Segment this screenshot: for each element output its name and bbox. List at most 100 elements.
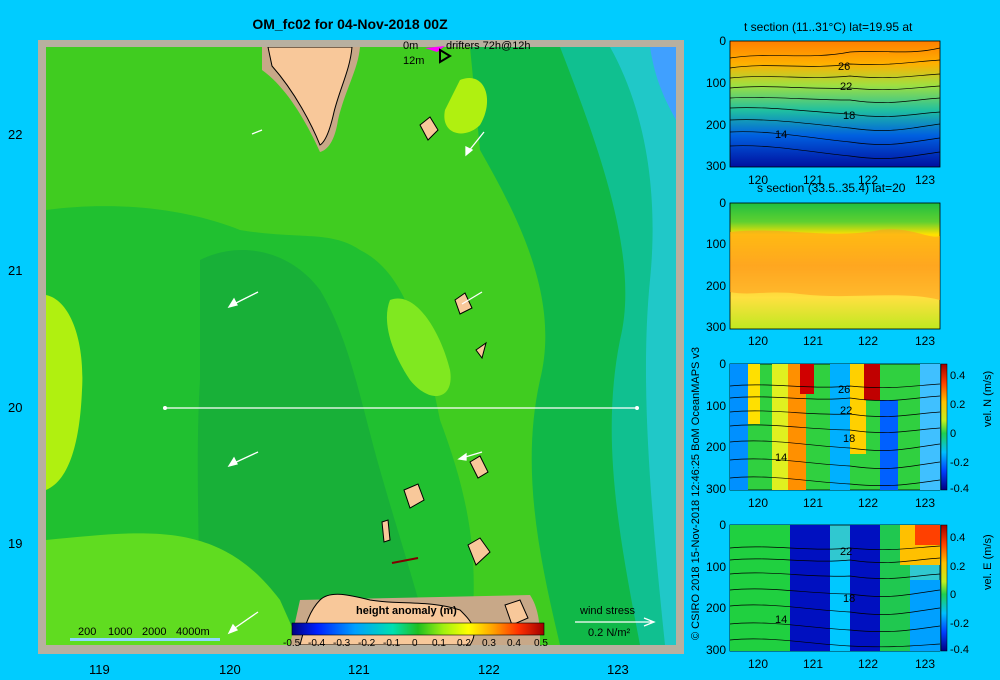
cbar-tick: -0.4	[308, 638, 326, 649]
p3-xtick: 120	[748, 496, 769, 510]
p1-xtick: 121	[803, 173, 824, 187]
panel-title-temperature: t section (11..31°C) lat=19.95 at	[744, 20, 913, 34]
lat-tick-21: 21	[8, 263, 23, 278]
section-line-start	[163, 406, 167, 410]
wind-stress-arrow	[575, 617, 656, 627]
salinity-core	[730, 229, 940, 300]
contour-label: 18	[843, 433, 856, 445]
height-anomaly-band-edge	[610, 47, 676, 645]
island	[475, 341, 487, 360]
lon-tick-121: 121	[348, 662, 370, 677]
height-anomaly-high-center	[386, 298, 451, 397]
cbar-tick: -0.2	[950, 618, 969, 630]
lon-tick-122: 122	[478, 662, 500, 677]
p4-ytick: 100	[705, 560, 726, 574]
cbar-tick: 0.3	[482, 638, 496, 649]
height-anomaly-high-west	[46, 295, 83, 490]
velocity-north-colorbar	[940, 363, 948, 491]
panel-title-salinity: s section (33.5..35.4) lat=20	[757, 181, 906, 195]
cbar-tick: -0.3	[333, 638, 351, 649]
p2-xtick: 120	[748, 334, 769, 348]
contour-label: 22	[840, 81, 853, 93]
depth-scale-4000: 4000m	[176, 626, 210, 638]
height-anomaly-band-far-east	[560, 47, 676, 645]
wind-stress-value: 0.2 N/m²	[588, 627, 631, 639]
lat-tick-22: 22	[8, 127, 23, 142]
lon-tick-119: 119	[89, 662, 110, 677]
contour-label: 26	[838, 384, 851, 396]
height-anomaly-band-blue	[650, 47, 676, 120]
cbar-tick: 0.2	[950, 399, 966, 411]
velocity-east-field	[730, 525, 940, 651]
p2-xtick: 121	[803, 334, 824, 348]
contour-label: 18	[843, 110, 856, 122]
p2-ytick: 0	[719, 196, 726, 210]
lon-tick-120: 120	[219, 662, 241, 677]
cbar-tick: -0.5	[283, 638, 301, 649]
drifter-legend-icon	[425, 46, 445, 52]
island	[467, 537, 491, 566]
section-line-end	[635, 406, 639, 410]
p3-ytick: 100	[705, 399, 726, 413]
p4-xtick: 120	[748, 657, 769, 671]
cbar-tick: -0.2	[950, 457, 969, 469]
cbar-tick: 0.2	[950, 561, 966, 573]
contour-label: 14	[775, 452, 788, 464]
cbar-tick: 0	[950, 428, 957, 440]
p3-ytick: 0	[719, 357, 726, 371]
p1-ytick: 300	[705, 159, 726, 173]
drifter-legend-icon	[439, 48, 452, 64]
legend-row2-depth: 12m	[403, 55, 425, 67]
wind-arrows	[227, 129, 485, 635]
depth-scale-200: 200	[78, 626, 97, 638]
lon-tick-123: 123	[607, 662, 629, 677]
p2-xtick: 123	[915, 334, 936, 348]
colorbar-title: height anomaly (m)	[356, 605, 457, 617]
contour-label: 22	[840, 405, 853, 417]
map-title: OM_fc02 for 04-Nov-2018 00Z	[252, 16, 448, 32]
cbar-tick: 0	[412, 638, 418, 649]
cbar-tick: 0.5	[534, 638, 548, 649]
p1-ytick: 100	[705, 76, 726, 90]
island	[469, 455, 489, 479]
depth-scale-swatch	[70, 638, 220, 641]
p3-xtick: 123	[915, 496, 936, 510]
island	[419, 116, 439, 141]
contour-label: 14	[775, 129, 788, 141]
temperature-section	[729, 40, 941, 168]
cbar-tick: 0.4	[507, 638, 521, 649]
legend-row1-label: drifters 72h@12h	[446, 40, 531, 52]
p3-xtick: 122	[858, 496, 879, 510]
temperature-contours	[729, 47, 941, 159]
contour-label: 14	[775, 614, 788, 626]
island	[403, 483, 425, 509]
legend-row1-depth: 0m	[403, 40, 419, 52]
cbar-tick: 0.2	[457, 638, 471, 649]
contour-label: 22	[840, 546, 853, 558]
taiwan-land	[267, 47, 353, 146]
cbar-tick: -0.2	[358, 638, 376, 649]
sea-level-map	[38, 40, 684, 654]
height-anomaly-colorbar	[291, 622, 545, 636]
p1-ytick: 200	[705, 118, 726, 132]
p4-ytick: 300	[705, 643, 726, 657]
p4-xtick: 121	[803, 657, 824, 671]
height-anomaly-high-north	[444, 78, 488, 134]
p1-xtick: 120	[748, 173, 769, 187]
cbar-tick: -0.4	[950, 644, 969, 656]
depth-scale-2000: 2000	[142, 626, 167, 638]
lat-tick-20: 20	[8, 400, 23, 415]
p1-xtick: 123	[915, 173, 936, 187]
p2-ytick: 100	[705, 237, 726, 251]
depth-scale-1000: 1000	[108, 626, 133, 638]
p1-xtick: 122	[858, 173, 879, 187]
p3-xtick: 121	[803, 496, 824, 510]
p4-xtick: 122	[858, 657, 879, 671]
velocity-north-contours	[729, 383, 941, 487]
cbar-tick: -0.1	[383, 638, 401, 649]
p3-ytick: 300	[705, 482, 726, 496]
height-anomaly-band-low	[197, 250, 430, 645]
height-anomaly-south-rise	[46, 533, 300, 645]
drifter-track	[391, 557, 419, 564]
velocity-east-contours	[729, 545, 941, 648]
